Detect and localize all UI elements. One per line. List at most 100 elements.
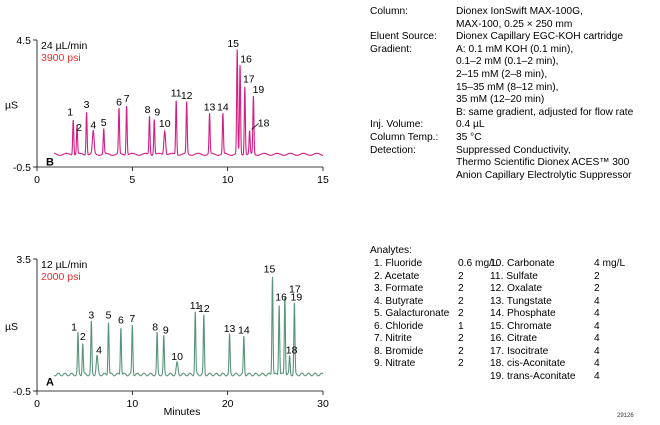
analyte-name: 16. Citrate xyxy=(490,333,537,344)
x-tick-label: 5 xyxy=(129,174,135,186)
condition-value: B: same gradient, adjusted for flow rate xyxy=(456,106,634,118)
peak-label: 14 xyxy=(217,102,229,114)
condition-value: 35 °C xyxy=(456,131,482,143)
condition-value: Dionex Capillary EGC-KOH cartridge xyxy=(456,31,624,43)
peak-label: 12 xyxy=(198,303,210,315)
peak-label: 11 xyxy=(171,88,182,100)
flow-rate-label: 24 µL/min xyxy=(41,40,87,52)
analyte-name: 6. Chloride xyxy=(374,320,424,332)
peak-label: 2 xyxy=(76,122,82,134)
pressure-label: 2000 psi xyxy=(41,271,81,283)
peak-label: 2 xyxy=(80,331,86,343)
x-tick-label: 20 xyxy=(222,398,234,410)
analytes-title: Analytes: xyxy=(370,245,412,256)
flow-rate-label: 12 µL/min xyxy=(41,259,87,271)
condition-value: 2–15 mM (2–8 min), xyxy=(456,68,548,80)
analyte-concentration: 2 xyxy=(458,358,464,369)
condition-label: Detection: xyxy=(370,144,416,156)
y-tick-label: -0.5 xyxy=(13,162,31,174)
analyte-concentration: 4 xyxy=(594,320,600,332)
analyte-concentration: 2 xyxy=(594,283,600,294)
peak-label: 16 xyxy=(275,292,287,304)
condition-value: Suppressed Conductivity, xyxy=(456,144,571,156)
peak-label: 5 xyxy=(101,117,107,129)
analyte-name: 18. cis-Aconitate xyxy=(490,358,566,369)
analyte-name: 4. Butyrate xyxy=(374,295,424,307)
condition-row: Column: Dionex IonSwift MAX-100G, MAX-100,… xyxy=(370,6,633,31)
condition-label: Gradient: xyxy=(370,43,412,55)
analyte-concentration: 2 xyxy=(458,345,464,357)
peak-label: 13 xyxy=(224,323,236,335)
analyte-name: 10. Carbonate xyxy=(490,258,555,269)
peak-label: 15 xyxy=(227,38,239,50)
x-axis-label: Minutes xyxy=(164,406,201,418)
peak-label: 18 xyxy=(286,344,298,356)
analytes-panel: Analytes: 1. Fluoride 0.6 mg/L 2. Acetate 2… xyxy=(370,245,625,382)
analyte-concentration: 4 xyxy=(594,370,600,382)
conditions-panel: Column: Dionex IonSwift MAX-100G, MAX-100,… xyxy=(370,6,633,182)
y-axis-label: µS xyxy=(5,100,18,112)
analyte-name: 1. Fluoride xyxy=(374,258,423,269)
peak-label: 1 xyxy=(67,107,73,119)
peak-label: 16 xyxy=(240,53,252,65)
analyte-concentration: 0.6 mg/L xyxy=(458,258,498,269)
peak-label: 11 xyxy=(190,300,201,312)
peak-label: 12 xyxy=(181,90,193,102)
condition-value: 0.1–2 mM (0.1–2 min), xyxy=(456,56,559,68)
condition-row: Gradient: A: 0.1 mM KOH (0.1 min), 0.1–2 m… xyxy=(370,44,633,120)
analyte-name: 2. Acetate xyxy=(374,270,420,282)
analyte-concentration: 4 xyxy=(594,295,600,307)
analyte-concentration: 2 xyxy=(594,270,600,282)
analyte-name: 11. Sulfate xyxy=(490,270,538,282)
analyte-name: 15. Chromate xyxy=(490,320,552,332)
analyte-concentration: 2 xyxy=(458,283,464,294)
peak-label: 9 xyxy=(154,107,160,119)
peak-label: 7 xyxy=(129,313,135,325)
analyte-concentration: 2 xyxy=(458,308,464,319)
peak-label: 3 xyxy=(84,99,90,111)
peak-leader-line xyxy=(251,123,259,130)
analyte-name: 12. Oxalate xyxy=(490,283,543,294)
peak-label: 14 xyxy=(238,325,250,337)
figure-id: 29126 xyxy=(617,413,634,419)
analyte-name: 3. Formate xyxy=(374,283,424,294)
analyte-name: 8. Bromide xyxy=(374,345,424,357)
peak-label: 13 xyxy=(204,102,216,114)
analyte-concentration: 4 xyxy=(594,333,600,344)
panel-label: B xyxy=(46,156,54,168)
y-tick-label: 4.5 xyxy=(16,35,31,47)
x-tick-label: 10 xyxy=(126,398,138,410)
panel-label: A xyxy=(46,377,54,389)
peak-label: 9 xyxy=(163,325,169,337)
peak-label: 6 xyxy=(116,97,122,109)
x-tick-label: 30 xyxy=(317,398,329,410)
peak-label: 19 xyxy=(291,292,303,304)
x-tick-label: 0 xyxy=(34,174,40,186)
analyte-concentration: 2 xyxy=(458,295,464,307)
condition-label: Column Temp.: xyxy=(370,131,439,143)
condition-row: Eluent Source: Dionex Capillary EGC-KOH c… xyxy=(370,31,633,44)
x-tick-label: 15 xyxy=(317,174,329,186)
analyte-concentration: 4 xyxy=(594,345,600,357)
analyte-concentration: 2 xyxy=(458,270,464,282)
analyte-name: 14. Phosphate xyxy=(490,308,556,319)
condition-row: Inj. Volume: 0.4 µL xyxy=(370,119,633,132)
peak-label: 6 xyxy=(118,315,124,327)
analyte-concentration: 4 mg/L xyxy=(594,258,626,269)
condition-value: MAX-100, 0.25 × 250 mm xyxy=(456,18,573,30)
y-axis-label: µS xyxy=(5,321,18,333)
peak-label: 8 xyxy=(145,104,151,116)
peak-label: 17 xyxy=(289,283,301,295)
y-tick-label: -0.5 xyxy=(13,386,31,398)
chromatogram-trace xyxy=(53,276,324,377)
analyte-concentration: 4 xyxy=(594,358,600,369)
peak-label: 1 xyxy=(71,321,77,333)
condition-value: Anion Capillary Electrolytic Suppressor xyxy=(456,169,632,181)
analyte-name: 7. Nitrite xyxy=(374,333,412,344)
condition-row: Detection: Suppressed Conductivity, Thermo… xyxy=(370,145,633,183)
analyte-concentration: 4 xyxy=(594,308,600,319)
y-tick-label: 3.5 xyxy=(16,254,31,266)
peak-label: 4 xyxy=(96,344,102,356)
peak-label: 19 xyxy=(253,84,265,96)
x-tick-label: 10 xyxy=(222,174,234,186)
